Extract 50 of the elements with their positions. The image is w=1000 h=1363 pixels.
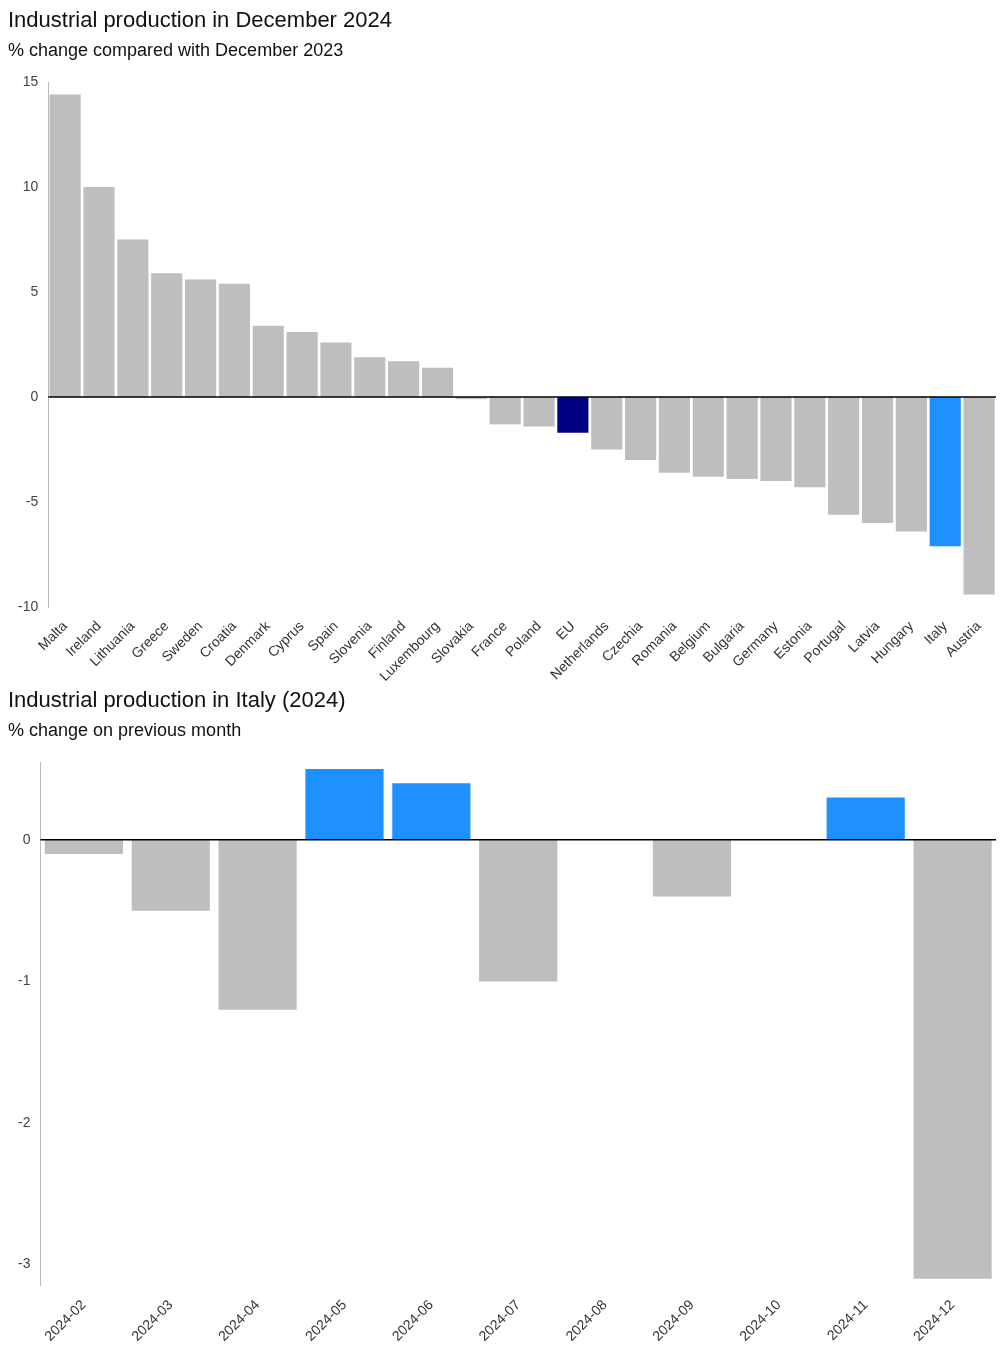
y-tick-label: -10	[18, 597, 39, 614]
bar	[652, 839, 732, 897]
bar	[963, 397, 995, 595]
bar	[828, 397, 860, 515]
y-tick-label: -5	[25, 492, 39, 509]
bar	[794, 397, 826, 488]
y-tick-label: -1	[18, 972, 31, 989]
bar	[252, 325, 284, 398]
bar	[44, 839, 123, 855]
bar	[557, 397, 589, 433]
chart-title: Industrial production in December 2024	[8, 7, 393, 33]
y-tick-label: 0	[22, 830, 31, 847]
bar	[591, 397, 623, 450]
bar	[692, 397, 724, 477]
bar	[625, 397, 657, 461]
bar	[929, 397, 961, 547]
bar	[895, 397, 927, 532]
y-tick-label: 15	[22, 72, 39, 89]
bar	[354, 357, 386, 398]
chart-title: Industrial production in Italy (2024)	[8, 687, 346, 713]
bar	[131, 839, 210, 911]
chart-subtitle: % change on previous month	[8, 720, 242, 741]
bar	[726, 397, 758, 479]
bar	[658, 397, 691, 473]
bar	[305, 769, 384, 840]
bar	[117, 239, 149, 398]
bar	[184, 279, 217, 398]
bar	[913, 839, 992, 1279]
bar	[320, 342, 352, 398]
bar	[489, 397, 521, 425]
y-tick-label: 0	[30, 387, 39, 404]
bar	[861, 397, 894, 524]
bar	[523, 397, 555, 427]
bar	[218, 283, 250, 398]
y-tick-label: -2	[18, 1113, 31, 1130]
bar	[218, 839, 297, 1010]
bar	[479, 839, 558, 982]
y-tick-label: 5	[30, 282, 39, 299]
y-tick-label: -3	[18, 1255, 31, 1272]
bar	[83, 187, 115, 398]
bar	[392, 783, 471, 840]
bar	[286, 331, 318, 398]
bar	[151, 273, 183, 398]
y-tick-label: 10	[22, 177, 39, 194]
bar	[760, 397, 792, 482]
bar	[826, 797, 905, 840]
bar	[388, 361, 420, 398]
bar	[421, 367, 454, 398]
x-tick-label: Italy	[920, 617, 951, 648]
chart-subtitle: % change compared with December 2023	[8, 40, 344, 61]
